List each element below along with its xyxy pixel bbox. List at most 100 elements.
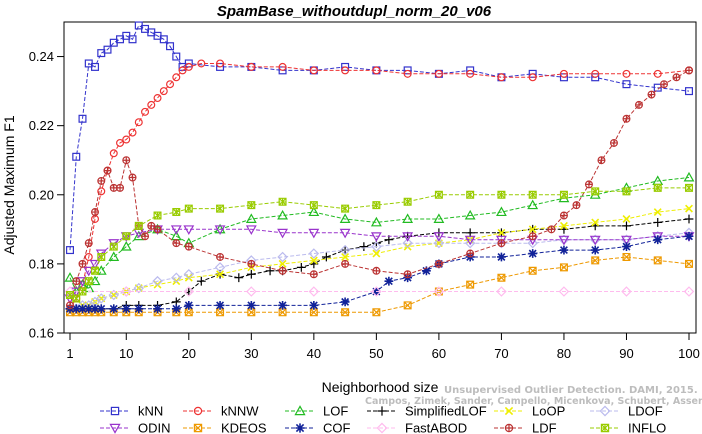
point-knnw [497, 73, 506, 82]
point-inflo [122, 232, 131, 241]
legend-item-fastabod: FastABOD [367, 421, 467, 434]
legend-label-simplifiedlof: SimplifiedLOF [405, 404, 487, 419]
point-ldf [66, 301, 75, 310]
point-kdeos [184, 308, 193, 317]
point-inflo [309, 201, 318, 210]
legend-label-ldof: LDOF [628, 404, 663, 419]
point-kdeos [685, 259, 693, 268]
series-line-inflo [69, 187, 689, 300]
point-kdeos [403, 301, 412, 310]
point-inflo [591, 187, 600, 196]
point-knnw [84, 252, 93, 261]
point-ldf [153, 225, 162, 234]
point-knnw [178, 66, 187, 75]
x-tick-label: 10 [119, 346, 133, 361]
point-knnw [97, 187, 106, 196]
point-loop [184, 273, 193, 282]
point-knnw [528, 73, 537, 82]
point-fastabod [371, 286, 382, 297]
point-ldf [528, 232, 537, 241]
point-cof [497, 252, 506, 262]
point-knn [622, 80, 631, 89]
point-cof [121, 304, 131, 314]
series-line-knn [69, 24, 690, 251]
point-ldf [128, 173, 137, 182]
point-inflo [84, 277, 93, 286]
point-ldof [402, 237, 413, 249]
point-knn [159, 35, 168, 44]
point-simplifiedlof [296, 262, 306, 272]
legend-item-loop: LoOP [494, 404, 565, 419]
point-ldf [91, 208, 100, 216]
point-ldf [141, 232, 150, 241]
point-simplifiedlof [384, 235, 394, 245]
point-odin [277, 228, 289, 239]
point-ldf [559, 211, 568, 220]
point-loop [403, 242, 412, 251]
point-cof [71, 304, 81, 314]
point-inflo [466, 190, 475, 199]
point-loop [497, 228, 506, 237]
point-knnw [159, 87, 168, 96]
x-tick-label: 30 [244, 346, 258, 361]
point-odin [464, 235, 476, 246]
legend-label-cof: COF [323, 421, 351, 434]
watermark-line-2: Campos, Zimek, Sander, Campello, Micenko… [365, 396, 702, 407]
point-lof [402, 213, 414, 223]
point-knnw [153, 94, 162, 103]
point-fastabod [246, 286, 257, 297]
point-odin [214, 225, 226, 235]
x-tick-label: 20 [182, 346, 196, 361]
legend-marker-ldof [599, 405, 611, 417]
point-cof [653, 235, 663, 245]
point-knnw [434, 69, 443, 78]
point-knn [684, 87, 693, 96]
point-ldf [584, 180, 593, 189]
legend-marker-ldf [504, 423, 514, 433]
point-kdeos [497, 273, 506, 282]
point-cof [96, 304, 106, 314]
point-inflo [97, 252, 106, 261]
point-odin [83, 266, 95, 277]
x-tick-label: 80 [557, 346, 571, 361]
point-ldf [685, 66, 694, 75]
legend-item-inflo: INFLO [590, 421, 666, 434]
point-ldf [497, 239, 506, 248]
point-ldf [434, 259, 443, 268]
point-knnw [341, 66, 350, 75]
point-cof [590, 245, 600, 255]
point-ldf [647, 90, 656, 99]
point-knnw [197, 59, 206, 68]
point-inflo [72, 294, 81, 303]
point-simplifiedlof [653, 218, 663, 227]
point-knnw [116, 138, 125, 147]
point-inflo [184, 204, 193, 213]
point-odin [170, 225, 182, 235]
point-inflo [78, 287, 87, 296]
legend-item-knnw: kNNW [183, 404, 259, 419]
x-axis: 1 10 20 30 40 50 60 70 80 90 100 [66, 333, 700, 361]
point-knn [128, 35, 137, 44]
legend-label-loop: LoOP [532, 404, 565, 419]
point-cof [421, 266, 431, 276]
point-ldf [116, 183, 125, 192]
point-knnw [466, 69, 475, 78]
point-odin [308, 228, 320, 239]
point-odin [402, 232, 414, 242]
point-inflo [172, 208, 181, 217]
point-knnw [109, 149, 118, 158]
point-lof [370, 216, 382, 227]
legend-label-fastabod: FastABOD [405, 421, 467, 434]
legend-marker-inflo [600, 423, 610, 433]
point-loop [278, 259, 287, 268]
point-lof [95, 265, 107, 275]
point-loop [685, 204, 693, 213]
y-tick-label: 0.22 [29, 118, 54, 133]
point-inflo [559, 190, 568, 199]
legend-item-knn: kNN [100, 404, 163, 419]
point-knnw [166, 80, 175, 89]
x-tick-label: 50 [369, 346, 383, 361]
point-inflo [372, 201, 381, 210]
legend-label-odin: ODIN [138, 421, 171, 434]
legend-label-ldf: LDF [532, 421, 557, 434]
